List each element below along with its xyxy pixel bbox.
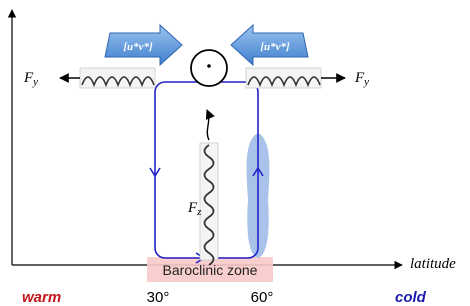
wave-label: Fy — [23, 70, 38, 88]
wave-box — [200, 143, 218, 260]
flux-label: [u*v*] — [123, 41, 153, 53]
lat-label: 60° — [251, 289, 274, 306]
dot — [207, 64, 211, 68]
diagram: latitude Baroclinic zone warm 30° 60° co… — [0, 0, 470, 306]
flux-label: [u*v*] — [260, 41, 290, 53]
flux-arrow-line — [207, 110, 209, 140]
warm-label: warm — [22, 289, 61, 306]
wave-label: Fy — [354, 70, 369, 88]
out-of-page-symbol — [191, 50, 227, 86]
lat-label: 30° — [147, 289, 170, 306]
axis-label: latitude — [410, 256, 456, 272]
cold-label: cold — [395, 289, 427, 306]
